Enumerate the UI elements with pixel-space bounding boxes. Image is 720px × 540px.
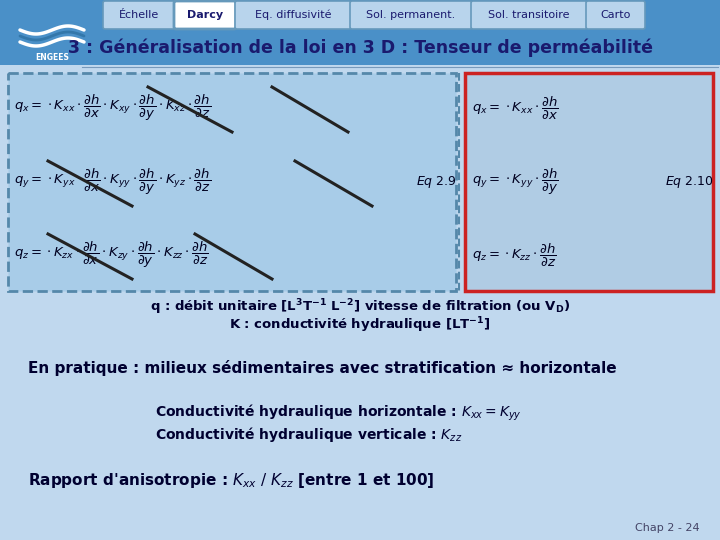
Text: Eq. diffusivité: Eq. diffusivité xyxy=(255,10,331,20)
FancyBboxPatch shape xyxy=(586,1,645,29)
Bar xyxy=(0,65,720,540)
Text: Sol. transitoire: Sol. transitoire xyxy=(488,10,570,20)
Text: $q_z = \cdot K_{zz} \cdot \dfrac{\partial h}{\partial z}$: $q_z = \cdot K_{zz} \cdot \dfrac{\partia… xyxy=(472,241,557,268)
Text: $\mathbf{K}$ : conductivité hydraulique $\mathbf{[LT^{-1}]}$: $\mathbf{K}$ : conductivité hydraulique … xyxy=(230,315,490,335)
Text: Conductivité hydraulique verticale : $K_{zz}$: Conductivité hydraulique verticale : $K_… xyxy=(155,426,462,444)
Text: $q_y = \cdot K_{yx} \cdot \dfrac{\partial h}{\partial x} \cdot K_{yy} \cdot \dfr: $q_y = \cdot K_{yx} \cdot \dfrac{\partia… xyxy=(14,167,211,197)
Text: $q_x = \cdot K_{xx} \cdot \dfrac{\partial h}{\partial x}$: $q_x = \cdot K_{xx} \cdot \dfrac{\partia… xyxy=(472,94,559,122)
Text: $q_z = \cdot K_{zx} \cdot \dfrac{\partial h}{\partial x} \cdot K_{zy} \cdot \dfr: $q_z = \cdot K_{zx} \cdot \dfrac{\partia… xyxy=(14,240,209,270)
FancyBboxPatch shape xyxy=(471,1,587,29)
Text: $q_y = \cdot K_{yy} \cdot \dfrac{\partial h}{\partial y}$: $q_y = \cdot K_{yy} \cdot \dfrac{\partia… xyxy=(472,167,559,197)
FancyBboxPatch shape xyxy=(174,1,236,29)
Bar xyxy=(0,0,720,65)
Text: Sol. permanent.: Sol. permanent. xyxy=(366,10,456,20)
Text: En pratique : milieux sédimentaires avec stratification ≈ horizontale: En pratique : milieux sédimentaires avec… xyxy=(28,360,616,376)
Text: Darcy: Darcy xyxy=(187,10,223,20)
Bar xyxy=(465,73,713,291)
Text: ENGEES: ENGEES xyxy=(35,53,69,63)
Text: Conductivité hydraulique horizontale : $K_{xx} = K_{yy}$: Conductivité hydraulique horizontale : $… xyxy=(155,403,522,423)
Text: Chap 2 - 24: Chap 2 - 24 xyxy=(635,523,700,533)
Bar xyxy=(8,73,456,291)
FancyBboxPatch shape xyxy=(350,1,472,29)
FancyBboxPatch shape xyxy=(235,1,351,29)
Text: $Eq\ 2.10$: $Eq\ 2.10$ xyxy=(665,174,714,190)
Text: $\mathbf{q}$ : débit unitaire $\mathbf{[L^3T^{-1}\ L^{-2}]}$ vitesse de filtrati: $\mathbf{q}$ : débit unitaire $\mathbf{[… xyxy=(150,297,570,317)
Text: Rapport d'anisotropie : $K_{xx}\ /\ K_{zz}$ [entre 1 et 100]: Rapport d'anisotropie : $K_{xx}\ /\ K_{z… xyxy=(28,470,434,489)
FancyBboxPatch shape xyxy=(103,1,175,29)
Text: $q_x = \cdot K_{xx} \cdot \dfrac{\partial h}{\partial x} \cdot K_{xy} \cdot \dfr: $q_x = \cdot K_{xx} \cdot \dfrac{\partia… xyxy=(14,93,211,123)
Text: $Eq\ 2.9$: $Eq\ 2.9$ xyxy=(416,174,457,190)
Text: 3 : Généralisation de la loi en 3 D : Tenseur de perméabilité: 3 : Généralisation de la loi en 3 D : Te… xyxy=(68,39,652,57)
Text: Échelle: Échelle xyxy=(119,10,159,20)
Text: Carto: Carto xyxy=(600,10,631,20)
